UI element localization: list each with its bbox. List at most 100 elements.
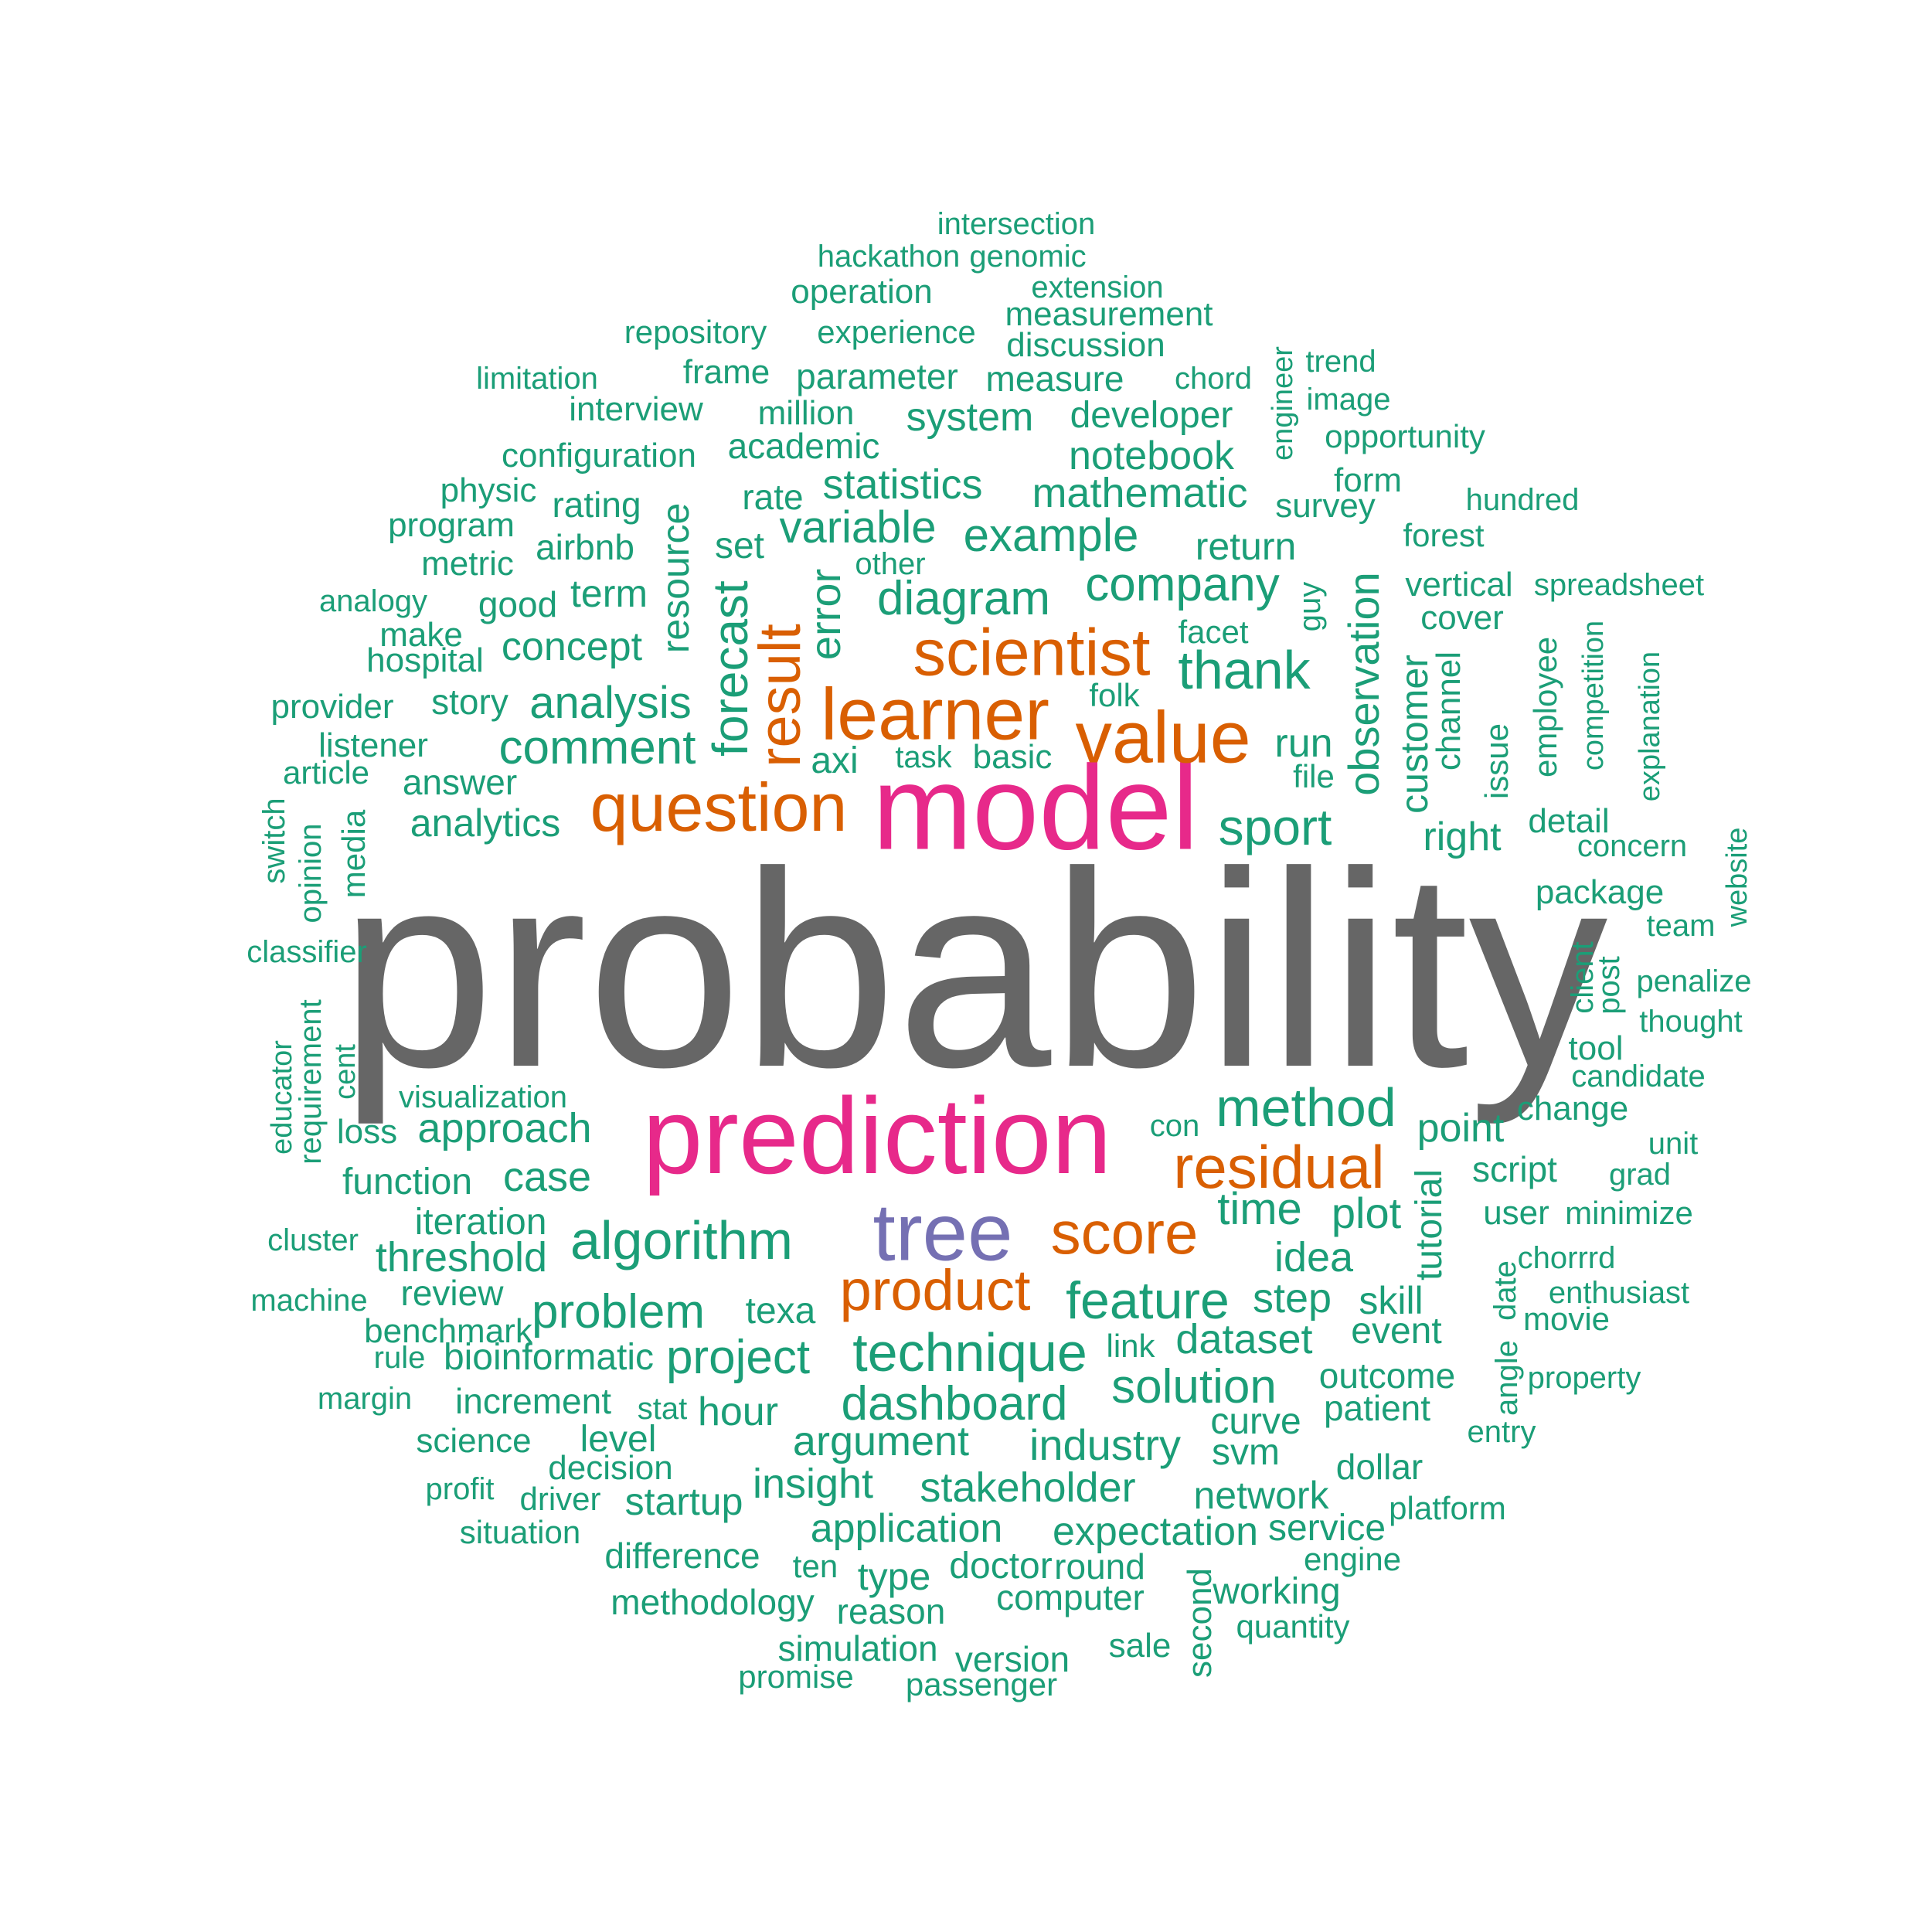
word-outcome: outcome xyxy=(1318,1355,1456,1396)
word-package: package xyxy=(1535,873,1665,911)
word-situation: situation xyxy=(459,1514,581,1550)
word-set: set xyxy=(714,526,765,566)
word-analytics: analytics xyxy=(410,801,561,845)
word-system: system xyxy=(906,395,1034,440)
word-spreadsheet: spreadsheet xyxy=(1533,568,1705,602)
word-discussion: discussion xyxy=(1006,326,1165,364)
word-statistics: statistics xyxy=(822,461,983,508)
word-project: project xyxy=(665,1331,811,1384)
word-cent: cent xyxy=(329,1044,362,1100)
word-skill: skill xyxy=(1359,1279,1423,1322)
word-time: time xyxy=(1217,1184,1302,1234)
word-parameter: parameter xyxy=(796,356,958,396)
word-requirement: requirement xyxy=(294,999,328,1165)
word-increment: increment xyxy=(455,1381,611,1421)
word-physic: physic xyxy=(440,471,537,509)
word-form: form xyxy=(1334,461,1402,499)
word-forecast: forecast xyxy=(702,580,758,757)
word-link: link xyxy=(1106,1328,1155,1364)
word-competition: competition xyxy=(1577,620,1610,771)
word-difference: difference xyxy=(604,1536,760,1576)
word-industry: industry xyxy=(1029,1420,1182,1469)
word-article: article xyxy=(282,754,370,791)
word-patient: patient xyxy=(1323,1388,1431,1428)
word-cover: cover xyxy=(1420,599,1504,637)
word-measure: measure xyxy=(985,359,1124,399)
word-review: review xyxy=(400,1273,504,1313)
word-level: level xyxy=(580,1419,657,1460)
word-detail: detail xyxy=(1528,802,1610,840)
word-minimize: minimize xyxy=(1565,1195,1693,1231)
word-method: method xyxy=(1216,1077,1396,1138)
word-right: right xyxy=(1423,815,1502,859)
word-computer: computer xyxy=(996,1577,1145,1617)
word-working: working xyxy=(1213,1571,1341,1612)
word-simulation: simulation xyxy=(777,1628,938,1668)
word-provider: provider xyxy=(270,688,394,726)
word-case: case xyxy=(502,1154,592,1200)
word-date: date xyxy=(1488,1260,1522,1321)
word-passenger: passenger xyxy=(905,1666,1058,1702)
word-property: property xyxy=(1527,1361,1641,1395)
word-probability: probability xyxy=(339,815,1608,1125)
word-analysis: analysis xyxy=(529,678,692,728)
word-script: script xyxy=(1472,1149,1557,1189)
word-resource: resource xyxy=(654,502,697,654)
word-chorrrd: chorrrd xyxy=(1517,1241,1616,1275)
word-reason: reason xyxy=(836,1591,946,1631)
word-repository: repository xyxy=(624,314,767,350)
word-post: post xyxy=(1592,956,1626,1015)
word-round: round xyxy=(1054,1546,1145,1587)
word-stakeholder: stakeholder xyxy=(920,1464,1136,1511)
word-genomic: genomic xyxy=(969,240,1087,274)
word-tree: tree xyxy=(872,1187,1013,1278)
word-intersection: intersection xyxy=(937,207,1096,241)
word-learner: learner xyxy=(821,673,1049,756)
word-vertical: vertical xyxy=(1405,566,1513,604)
word-platform: platform xyxy=(1389,1490,1506,1526)
word-diagram: diagram xyxy=(877,572,1050,625)
word-residual: residual xyxy=(1173,1133,1385,1201)
word-angle: angle xyxy=(1490,1340,1524,1416)
word-dollar: dollar xyxy=(1335,1447,1423,1487)
word-customer: customer xyxy=(1393,655,1436,814)
word-error: error xyxy=(801,568,849,661)
word-hour: hour xyxy=(697,1389,779,1434)
word-version: version xyxy=(954,1639,1070,1679)
word-technique: technique xyxy=(852,1322,1087,1383)
word-insight: insight xyxy=(752,1461,874,1507)
word-facet: facet xyxy=(1178,614,1249,650)
word-rate: rate xyxy=(742,477,804,517)
word-example: example xyxy=(963,509,1139,561)
word-benchmark: benchmark xyxy=(364,1312,532,1350)
word-survey: survey xyxy=(1275,487,1376,525)
word-experience: experience xyxy=(817,314,976,350)
word-idea: idea xyxy=(1274,1234,1354,1281)
word-promise: promise xyxy=(738,1658,854,1695)
word-problem: problem xyxy=(532,1285,705,1338)
word-chord: chord xyxy=(1174,362,1253,396)
word-enthusiast: enthusiast xyxy=(1548,1276,1690,1310)
word-notebook: notebook xyxy=(1069,434,1234,478)
word-mathematic: mathematic xyxy=(1032,470,1248,516)
word-tutorial: tutorial xyxy=(1409,1168,1450,1281)
word-thank: thank xyxy=(1178,640,1311,700)
word-feature: feature xyxy=(1066,1271,1230,1330)
word-switch: switch xyxy=(257,798,291,884)
word-startup: startup xyxy=(624,1480,743,1523)
word-good: good xyxy=(478,584,558,624)
word-developer: developer xyxy=(1070,395,1233,436)
word-concept: concept xyxy=(501,624,643,669)
word-rating: rating xyxy=(552,485,641,525)
word-program: program xyxy=(388,506,515,544)
word-entry: entry xyxy=(1467,1415,1536,1449)
word-decision: decision xyxy=(548,1449,673,1487)
word-thought: thought xyxy=(1639,1005,1743,1039)
word-forest: forest xyxy=(1403,517,1485,553)
word-bioinformatic: bioinformatic xyxy=(443,1337,655,1378)
word-argument: argument xyxy=(792,1418,970,1464)
word-term: term xyxy=(570,572,648,615)
word-other: other xyxy=(855,547,926,581)
word-product: product xyxy=(839,1258,1031,1322)
